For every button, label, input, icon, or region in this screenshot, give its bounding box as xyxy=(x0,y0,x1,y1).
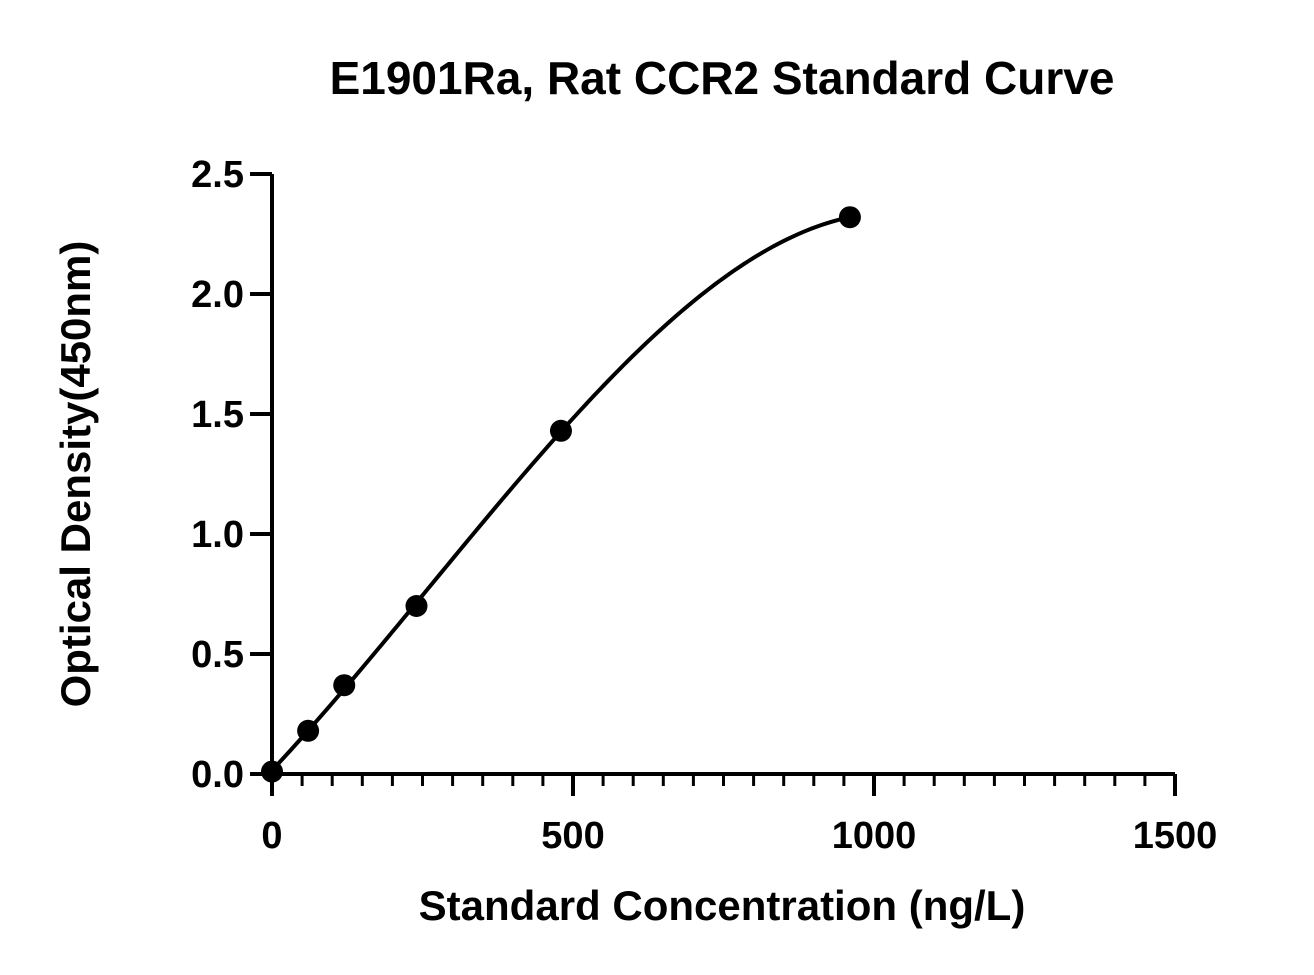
x-ticks: 0 500 1000 1500 xyxy=(261,774,1217,857)
y-tick-label: 2.5 xyxy=(191,154,244,196)
data-point xyxy=(549,419,572,442)
x-tick-label: 500 xyxy=(541,815,604,857)
axes xyxy=(270,174,1175,776)
x-tick-label: 0 xyxy=(261,815,282,857)
data-point xyxy=(261,760,283,783)
y-tick-label: 0.0 xyxy=(191,754,244,796)
y-axis-title: Optical Density(450nm) xyxy=(52,241,99,708)
x-minor-ticks xyxy=(300,774,1147,786)
data-point xyxy=(297,719,320,742)
y-tick-label: 0.5 xyxy=(191,634,244,676)
y-tick-label: 1.5 xyxy=(191,394,244,436)
y-tick-label: 2.0 xyxy=(191,274,244,316)
chart-title: E1901Ra, Rat CCR2 Standard Curve xyxy=(330,52,1115,104)
data-point xyxy=(838,206,861,229)
y-ticks: 0.0 0.5 1.0 1.5 2.0 2.5 xyxy=(191,154,272,796)
fit-curve xyxy=(270,215,851,772)
x-tick-label: 1500 xyxy=(1133,815,1218,857)
y-tick-label: 1.0 xyxy=(191,514,244,556)
x-axis-title: Standard Concentration (ng/L) xyxy=(419,882,1026,929)
data-points xyxy=(261,206,861,783)
data-point xyxy=(333,674,356,697)
x-tick-label: 1000 xyxy=(832,815,917,857)
data-point xyxy=(405,595,428,617)
